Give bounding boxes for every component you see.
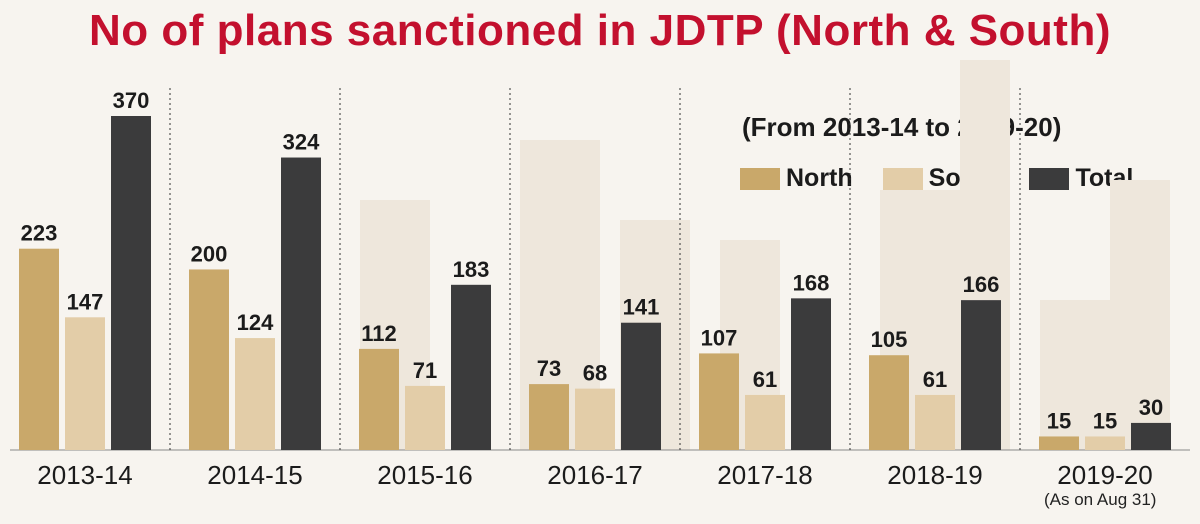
bar-north-2017-18 bbox=[699, 353, 739, 450]
bar-south-2015-16 bbox=[405, 385, 445, 450]
data-label-total-2019-20: 30 bbox=[1139, 395, 1163, 420]
data-label-north-2013-14: 223 bbox=[21, 221, 58, 246]
data-label-south-2014-15: 124 bbox=[237, 310, 274, 335]
x-tick-label-2014-15: 2014-15 bbox=[207, 460, 302, 490]
data-label-north-2014-15: 200 bbox=[191, 241, 228, 266]
data-label-total-2013-14: 370 bbox=[113, 88, 150, 113]
x-tick-label-2019-20: 2019-20 bbox=[1057, 460, 1152, 490]
data-label-total-2016-17: 141 bbox=[623, 295, 660, 320]
bar-total-2017-18 bbox=[791, 298, 831, 450]
bar-south-2013-14 bbox=[65, 317, 105, 450]
data-label-south-2016-17: 68 bbox=[583, 361, 607, 386]
data-label-south-2019-20: 15 bbox=[1093, 408, 1117, 433]
bar-north-2015-16 bbox=[359, 348, 399, 450]
bar-north-2013-14 bbox=[19, 248, 59, 450]
bar-total-2014-15 bbox=[281, 157, 321, 450]
bar-south-2018-19 bbox=[915, 394, 955, 450]
bar-north-2018-19 bbox=[869, 355, 909, 450]
legend-swatch-north bbox=[740, 167, 780, 190]
legend-swatch-south bbox=[882, 167, 923, 190]
bar-north-2014-15 bbox=[189, 269, 229, 450]
data-label-south-2013-14: 147 bbox=[67, 289, 104, 314]
legend-item-total: Total bbox=[1029, 164, 1133, 193]
x-tick-label-2018-19: 2018-19 bbox=[887, 460, 982, 490]
data-label-north-2018-19: 105 bbox=[871, 327, 908, 352]
bar-north-2016-17 bbox=[529, 384, 569, 450]
bar-total-2018-19 bbox=[961, 300, 1001, 450]
data-label-south-2015-16: 71 bbox=[413, 358, 437, 383]
data-label-total-2015-16: 183 bbox=[453, 257, 490, 282]
data-label-north-2015-16: 112 bbox=[361, 321, 397, 346]
bar-south-2016-17 bbox=[575, 388, 615, 450]
chart-title: No of plans sanctioned in JDTP (North & … bbox=[89, 6, 1111, 55]
data-label-total-2014-15: 324 bbox=[283, 130, 320, 155]
bar-south-2014-15 bbox=[235, 338, 275, 450]
data-label-south-2017-18: 61 bbox=[753, 367, 777, 392]
bar-total-2013-14 bbox=[111, 116, 151, 450]
legend-swatch-total bbox=[1029, 167, 1070, 190]
data-label-north-2019-20: 15 bbox=[1047, 408, 1071, 433]
x-tick-label-2013-14: 2013-14 bbox=[37, 460, 132, 490]
bar-total-2019-20 bbox=[1131, 422, 1171, 450]
legend-item-north: North bbox=[740, 164, 853, 193]
bar-total-2016-17 bbox=[621, 322, 661, 450]
bar-total-2015-16 bbox=[451, 284, 491, 450]
legend-label-north: North bbox=[786, 164, 853, 192]
bar-south-2019-20 bbox=[1085, 436, 1125, 450]
x-tick-label-2016-17: 2016-17 bbox=[547, 460, 642, 490]
data-label-north-2017-18: 107 bbox=[701, 325, 738, 350]
x-tick-label-2015-16: 2015-16 bbox=[377, 460, 472, 490]
data-label-north-2016-17: 73 bbox=[537, 356, 561, 381]
data-label-total-2017-18: 168 bbox=[793, 270, 830, 295]
footnote: (As on Aug 31) bbox=[1044, 490, 1157, 509]
data-label-south-2018-19: 61 bbox=[923, 367, 947, 392]
x-tick-label-2017-18: 2017-18 bbox=[717, 460, 812, 490]
bar-north-2019-20 bbox=[1039, 436, 1079, 450]
data-label-total-2018-19: 166 bbox=[963, 272, 1000, 297]
bar-south-2017-18 bbox=[745, 394, 785, 450]
